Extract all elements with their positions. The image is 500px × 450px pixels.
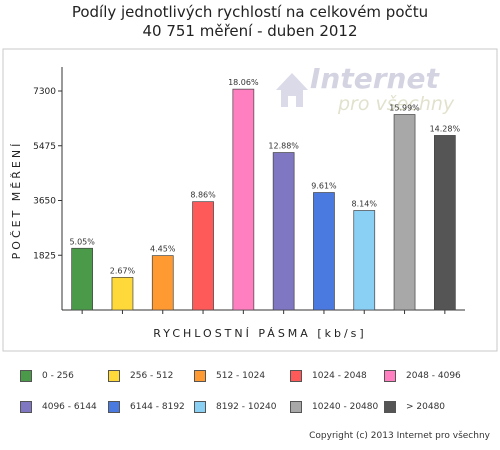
legend-swatch <box>194 401 206 413</box>
chart-title-line2: 40 751 měření - duben 2012 <box>142 22 358 40</box>
legend-label: 6144 - 8192 <box>130 402 185 412</box>
watermark-word1: Internet <box>310 62 440 95</box>
data-label: 15.99% <box>389 104 420 113</box>
legend-label: 256 - 512 <box>130 371 174 381</box>
data-label: 14.28% <box>430 124 461 133</box>
legend-swatch <box>108 401 120 413</box>
legend-swatch <box>290 401 302 413</box>
house-icon <box>276 73 308 107</box>
watermark: Internet pro všechny <box>276 62 455 115</box>
bar <box>232 88 255 311</box>
legend-swatch <box>20 370 32 382</box>
y-tick-label: 5475 <box>33 142 56 152</box>
bar <box>151 255 174 311</box>
bar <box>272 152 295 311</box>
x-axis-label: RYCHLOSTNÍ PÁSMA [kb/s] <box>153 327 366 340</box>
legend-swatch <box>108 370 120 382</box>
y-tick-label: 3650 <box>33 197 56 207</box>
copyright-text: Copyright (c) 2013 Internet pro všechny <box>309 431 490 441</box>
legend-swatch <box>384 401 396 413</box>
chart-title-line1: Podíly jednotlivých rychlostí na celkové… <box>71 3 429 21</box>
data-label: 2.67% <box>110 266 136 275</box>
data-label: 5.05% <box>69 237 95 246</box>
chart-title: Podíly jednotlivých rychlostí na celkové… <box>0 3 500 41</box>
data-label: 12.88% <box>268 142 299 151</box>
data-label: 8.14% <box>352 199 378 208</box>
y-axis-label: POČET MĚŘENÍ <box>10 141 23 260</box>
data-label: 9.61% <box>311 182 337 191</box>
bar <box>71 247 94 311</box>
legend-label: 1024 - 2048 <box>312 371 367 381</box>
legend-swatch <box>194 370 206 382</box>
bar <box>313 192 335 311</box>
legend-label: > 20480 <box>406 402 446 412</box>
y-tick-label: 7300 <box>33 87 56 97</box>
bar <box>353 210 376 311</box>
data-label: 4.45% <box>150 245 176 254</box>
data-label: 8.86% <box>190 191 216 200</box>
bar <box>111 277 134 311</box>
watermark-word2: pro všechny <box>337 93 455 115</box>
legend-swatch <box>20 401 32 413</box>
legend-label: 4096 - 6144 <box>42 402 97 412</box>
bar <box>434 135 456 311</box>
legend-swatch <box>384 370 396 382</box>
data-label: 18.06% <box>228 78 259 87</box>
bar <box>393 114 416 311</box>
y-tick-label: 1825 <box>33 251 56 261</box>
legend-label: 8192 - 10240 <box>216 402 277 412</box>
legend-label: 512 - 1024 <box>216 371 266 381</box>
legend-label: 10240 - 20480 <box>312 402 379 412</box>
legend-swatch <box>290 370 302 382</box>
legend-label: 2048 - 4096 <box>406 371 461 381</box>
legend-label: 0 - 256 <box>42 371 74 381</box>
bar <box>192 201 214 311</box>
